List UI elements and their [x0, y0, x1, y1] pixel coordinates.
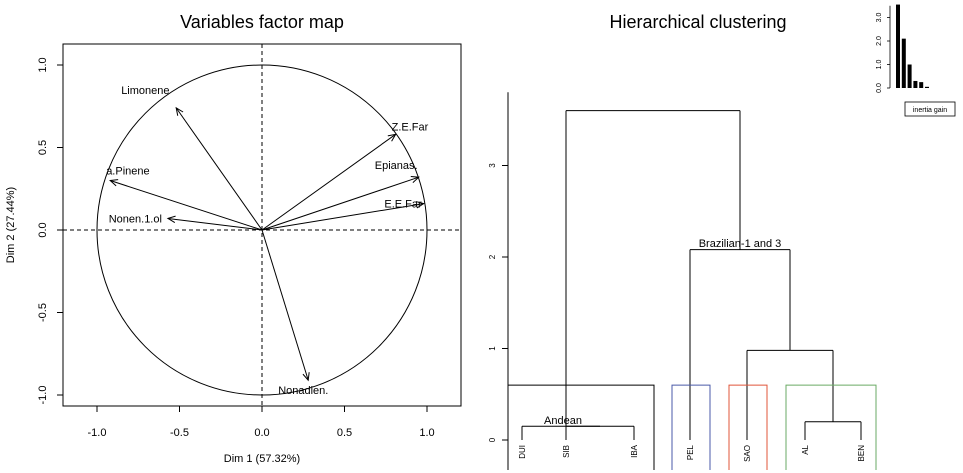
y-tick-label: 0.5	[37, 140, 49, 155]
inset-y-tick-label: 3.0	[876, 13, 883, 23]
x-tick-label: -0.5	[170, 427, 189, 439]
correlation-circle: Limonene a.Pinene Nonen.1.ol Z.E.Far Epianas…	[63, 44, 461, 406]
inertia-legend-label: inertia gain	[913, 107, 947, 114]
x-tick-label: 1.0	[419, 427, 434, 439]
variable-label: Epianas.	[375, 160, 418, 172]
cluster-box	[507, 384, 655, 470]
y-tick-label: 1.0	[37, 57, 49, 72]
variable-arrowhead	[387, 133, 397, 142]
leaf-label: AL	[801, 444, 810, 454]
cluster-box	[671, 384, 711, 470]
variable-label: Nonen.1.ol	[109, 213, 162, 225]
leaf-label: SAO	[743, 445, 752, 462]
cluster-box	[785, 384, 877, 470]
variable-arrowhead	[175, 106, 184, 116]
variable-arrowhead	[166, 215, 176, 224]
variable-arrowhead	[415, 201, 425, 209]
variable-arrowhead	[109, 179, 119, 187]
y-axis: -1.0 -0.5 0.0 0.5 1.0	[37, 57, 63, 404]
inertia-inset: 0.0 1.0 2.0 3.0 inertia gain	[876, 4, 956, 117]
y-axis-label: Dim 2 (27.44%)	[5, 187, 17, 263]
variable-label: Limonene	[121, 85, 169, 97]
y-tick-label: -0.5	[37, 303, 49, 322]
inertia-bar	[901, 38, 906, 88]
variable-arrowhead	[410, 175, 420, 183]
inset-y-tick-label: 2.0	[876, 36, 883, 46]
variable-arrow	[110, 180, 263, 231]
leaf-label: IBA	[630, 444, 639, 458]
x-tick-label: -1.0	[88, 427, 107, 439]
inertia-legend-box	[904, 101, 956, 117]
inertia-bars: 0.0 1.0 2.0 3.0	[876, 4, 929, 93]
y-tick-label: 0.0	[37, 222, 49, 237]
leaf-label: BEN	[857, 445, 866, 462]
x-axis-label: Dim 1 (57.32%)	[224, 453, 300, 465]
variable-arrow	[261, 203, 424, 231]
leaf-label: DUI	[518, 445, 527, 459]
x-tick-label: 0.0	[254, 427, 269, 439]
variable-arrowhead	[302, 372, 310, 382]
variable-label: Nonadien.	[278, 385, 328, 397]
inertia-bar	[919, 82, 924, 88]
factor-map-title: Variables factor map	[180, 12, 344, 32]
x-tick-label: 0.5	[337, 427, 352, 439]
variable-arrow	[261, 133, 396, 231]
dendrogram-panel: Hierarchical clustering 0 1 2 3 DUI SIB IBA PEL…	[488, 12, 877, 470]
variable-label: a.Pinene	[106, 166, 149, 178]
inertia-bar	[907, 64, 912, 88]
dendrogram-title: Hierarchical clustering	[609, 12, 786, 32]
dendrogram: 0 1 2 3 DUI SIB IBA PEL SAO AL BEN Andean Brazilian-…	[488, 92, 877, 470]
variable-arrow	[261, 229, 309, 381]
dendrogram-y-tick-label: 1	[488, 346, 497, 351]
leaf-label: PEL	[686, 444, 695, 460]
leaf-label: SIB	[562, 445, 571, 458]
y-tick-label: -1.0	[37, 386, 49, 405]
x-axis: -1.0 -0.5 0.0 0.5 1.0	[88, 406, 435, 439]
cluster-box	[728, 384, 768, 470]
dendrogram-y-tick-label: 3	[488, 163, 497, 168]
variable-label: E.E.Far	[384, 199, 422, 211]
factor-map-panel: Variables factor map -1.0 -0.5 0.0 0.5 1.0 -…	[5, 12, 462, 465]
inertia-bar	[896, 4, 900, 89]
variable-arrow	[261, 176, 419, 231]
variable-arrow	[167, 217, 263, 231]
dendrogram-y-tick-label: 2	[488, 254, 497, 259]
inertia-bar	[925, 86, 929, 88]
inertia-bar	[913, 80, 918, 88]
dendrogram-y-tick-label: 0	[488, 437, 497, 442]
inset-y-tick-label: 1.0	[876, 60, 883, 70]
variable-arrow	[175, 107, 263, 231]
inset-y-tick-label: 0.0	[876, 83, 883, 93]
cluster-label-andean: Andean	[544, 415, 582, 427]
variable-label: Z.E.Far	[392, 121, 429, 133]
cluster-label-brazilian: Brazilian-1 and 3	[699, 238, 782, 250]
